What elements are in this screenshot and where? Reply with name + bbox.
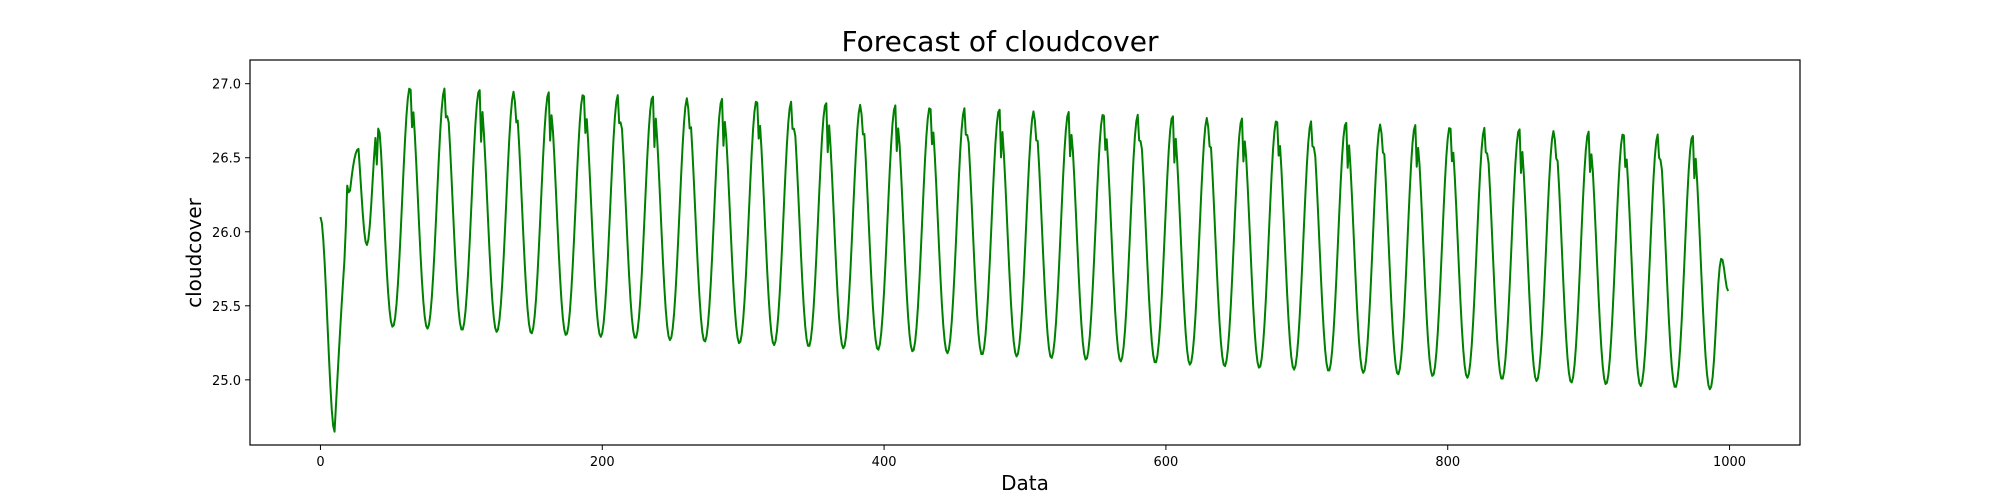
x-tick-label: 0 xyxy=(316,455,324,470)
x-tick-label: 200 xyxy=(590,455,615,470)
x-axis: 0 200 400 600 800 1000 xyxy=(316,445,1746,470)
y-tick-label: 27.0 xyxy=(212,78,241,93)
x-tick-label: 1000 xyxy=(1713,455,1746,470)
cloudcover-forecast-line xyxy=(319,87,1730,433)
plot-frame xyxy=(249,59,1801,446)
x-axis-label: Data xyxy=(1001,471,1049,495)
y-tick-label: 25.0 xyxy=(212,374,241,389)
y-tick-label: 26.5 xyxy=(212,152,241,167)
chart-title: Forecast of cloudcover xyxy=(842,25,1159,58)
y-tick-label: 25.5 xyxy=(212,300,241,315)
x-tick-label: 600 xyxy=(1153,455,1178,470)
y-axis: 25.0 25.5 26.0 26.5 27.0 xyxy=(212,78,250,389)
x-tick-label: 400 xyxy=(872,455,897,470)
x-tick-label: 800 xyxy=(1435,455,1460,470)
y-axis-label: cloudcover xyxy=(182,197,206,308)
y-tick-label: 26.0 xyxy=(212,226,241,241)
